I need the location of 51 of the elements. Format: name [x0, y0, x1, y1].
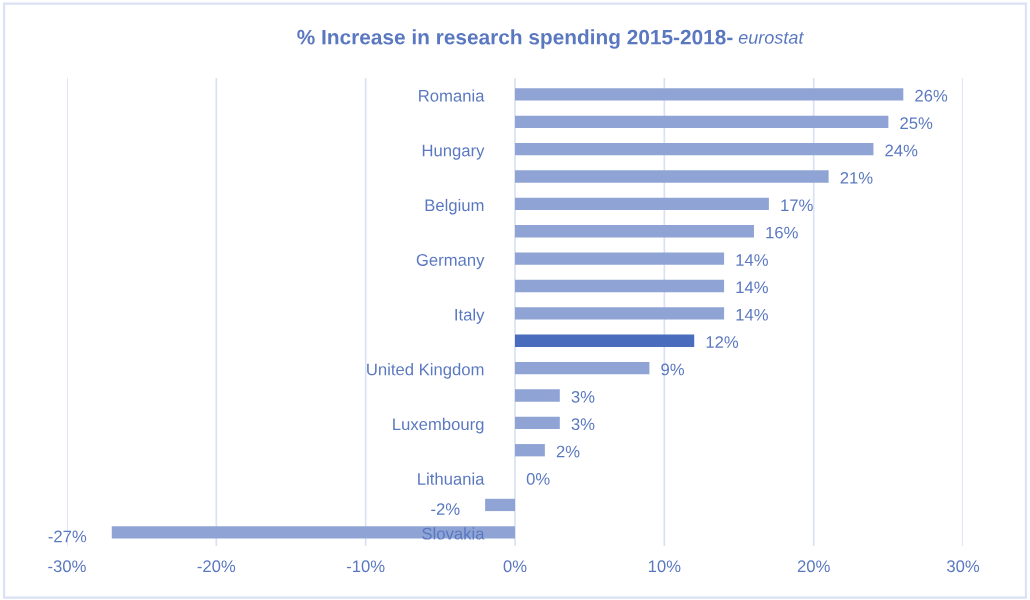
data-label: 12%	[706, 336, 739, 348]
y-tick-label: Luxembourg	[393, 417, 484, 434]
data-label: 25%	[900, 117, 933, 130]
data-label: 26%	[915, 89, 948, 102]
bar	[515, 416, 560, 429]
x-tick-label: -30%	[48, 560, 86, 573]
chart-title: % Increase in research spending 2015-2018-	[297, 29, 733, 49]
data-label: 9%	[661, 363, 685, 376]
data-label: 14%	[736, 281, 768, 294]
data-label: 3%	[571, 390, 595, 403]
y-tick-label: Romania	[419, 89, 485, 102]
bar	[515, 389, 560, 402]
bar	[515, 143, 874, 156]
bar	[515, 444, 545, 457]
data-label: 16%	[766, 226, 798, 239]
data-label: 14%	[736, 308, 768, 321]
data-label: 2%	[556, 445, 580, 458]
y-tick-label: Germany	[416, 254, 485, 270]
bar	[515, 361, 650, 375]
bar	[515, 252, 725, 265]
data-label: -2%	[431, 503, 460, 515]
chart-subtitle: eurostat	[738, 32, 805, 44]
x-tick-label: 0%	[503, 560, 527, 573]
y-tick-label: Belgium	[425, 198, 484, 215]
x-tick-label: 30%	[947, 560, 980, 573]
data-label: 0%	[526, 473, 550, 485]
y-tick-label: Lithuania	[418, 472, 485, 485]
bar	[515, 279, 725, 293]
x-tick-label: -20%	[197, 560, 236, 573]
y-tick-label: Hungary	[422, 144, 485, 160]
data-label: 17%	[781, 199, 813, 212]
bar	[515, 197, 769, 211]
bar	[515, 88, 904, 101]
bar	[515, 170, 829, 183]
y-tick-label: Slovakia	[422, 527, 485, 540]
bar	[485, 498, 515, 512]
y-tick-label: Italy	[455, 308, 485, 324]
data-label: 3%	[571, 418, 595, 431]
x-tick-label: -10%	[346, 560, 385, 573]
bar	[515, 334, 695, 347]
bar	[515, 307, 725, 320]
y-tick-label: United Kingdom	[367, 363, 484, 379]
bar	[515, 115, 889, 128]
data-label: 14%	[736, 254, 768, 266]
x-tick-label: 20%	[797, 560, 830, 573]
data-label: 24%	[885, 144, 918, 157]
x-tick-label: 10%	[648, 560, 681, 573]
bar	[111, 526, 515, 539]
bar	[515, 225, 754, 238]
data-label: -27%	[48, 530, 87, 543]
data-label: 21%	[840, 171, 873, 184]
